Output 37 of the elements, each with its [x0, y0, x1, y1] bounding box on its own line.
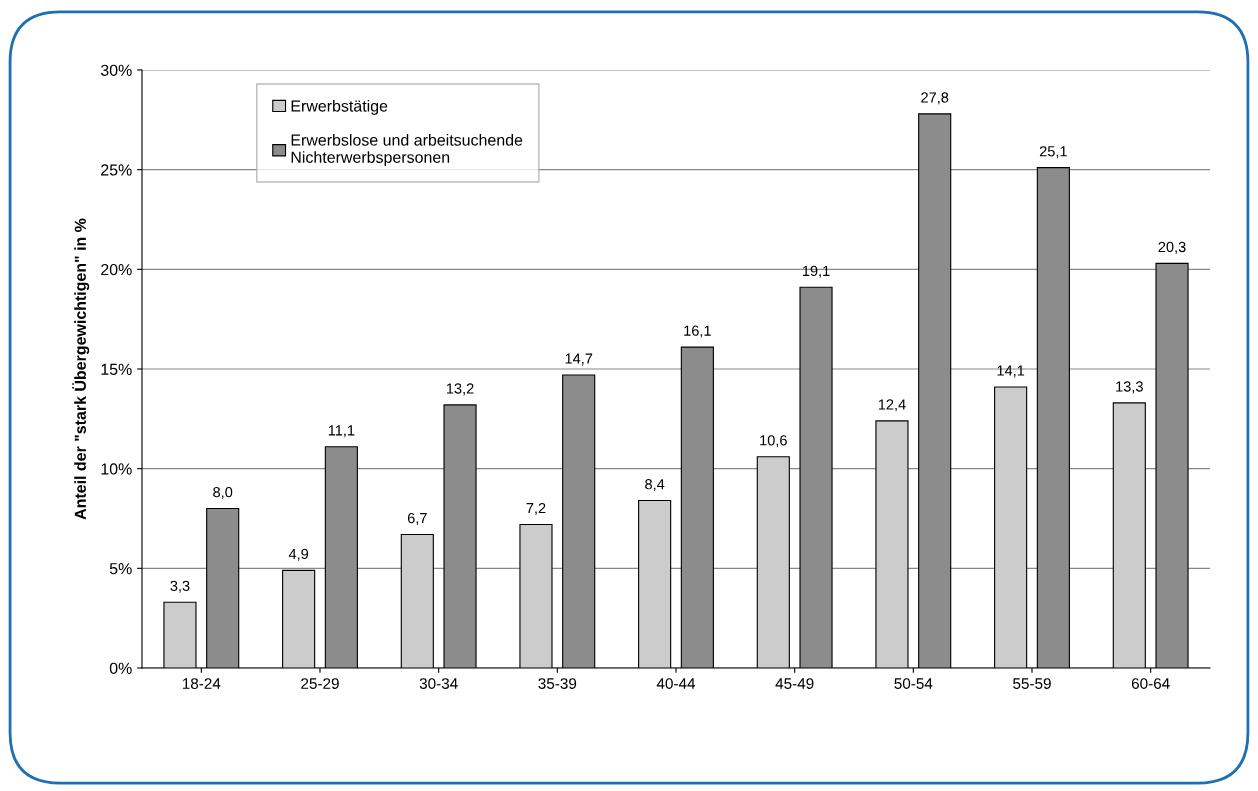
y-tick-label: 0% — [109, 662, 132, 674]
data-label: 13,2 — [446, 383, 474, 396]
x-tick-label: 40-44 — [656, 678, 696, 689]
data-label: 8,4 — [645, 479, 665, 492]
data-label: 14,7 — [565, 353, 593, 366]
x-tick-label: 18-24 — [182, 678, 221, 689]
data-label: 3,3 — [170, 580, 190, 593]
data-label: 11,1 — [328, 425, 355, 438]
legend-label: Erwerbstätige — [291, 99, 388, 115]
data-label: 8,0 — [213, 486, 233, 500]
x-tick-label: 30-34 — [419, 678, 458, 689]
y-tick-label: 30% — [100, 64, 132, 76]
data-label: 12,4 — [878, 399, 906, 412]
x-tick-label: 35-39 — [538, 678, 577, 689]
x-tick-label: 45-49 — [775, 678, 814, 689]
data-label: 16,1 — [684, 325, 711, 338]
data-label: 10,6 — [760, 435, 787, 448]
y-tick-label: 25% — [101, 164, 132, 176]
x-tick-label: 50-54 — [894, 678, 933, 689]
data-label: 13,3 — [1116, 381, 1143, 394]
y-tick-label: 15% — [101, 363, 132, 375]
data-label: 19,1 — [802, 265, 830, 278]
y-tick-label: 10% — [101, 463, 132, 475]
data-label: 27,8 — [921, 92, 949, 105]
data-label: 25,1 — [1039, 146, 1067, 159]
x-tick-label: 25-29 — [301, 678, 339, 689]
legend-label: Erwerbslose und arbeitsuchende Nichterwerbspersonen — [291, 133, 523, 167]
x-tick-label: 55-59 — [1013, 678, 1051, 689]
y-tick-label: 5% — [109, 563, 132, 575]
data-label: 14,1 — [997, 365, 1025, 378]
data-label: 7,2 — [526, 502, 546, 515]
data-label: 6,7 — [407, 512, 427, 525]
data-label: 20,3 — [1158, 241, 1186, 254]
x-tick-label: 60-64 — [1131, 678, 1170, 689]
y-axis-title: Anteil der "stark Übergewichtigen" in % — [72, 218, 90, 520]
y-tick-label: 20% — [101, 263, 132, 276]
data-label: 4,9 — [288, 548, 309, 561]
